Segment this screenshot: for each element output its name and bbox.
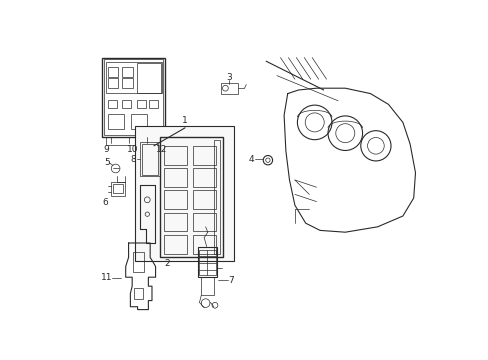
Bar [131,114,147,129]
Bar [106,62,162,93]
Bar [113,184,123,193]
Bar [200,277,214,295]
Bar [122,100,131,108]
Text: 3: 3 [226,73,232,82]
Bar [142,144,158,175]
Text: 9: 9 [103,145,108,154]
Bar [163,168,186,187]
Bar [163,235,186,254]
Text: 10: 10 [127,145,139,154]
Bar [193,190,216,209]
Bar [107,78,118,88]
Bar [221,83,238,94]
Bar [193,213,216,231]
Bar [107,114,123,129]
Bar [122,67,133,77]
Bar [136,100,145,108]
Text: 11: 11 [101,274,112,282]
Bar [140,142,160,176]
Text: 2: 2 [164,259,169,268]
Bar [107,67,118,77]
Bar [111,182,125,196]
Bar [163,146,186,165]
Text: 5: 5 [104,158,110,167]
Bar [149,100,158,108]
Bar [197,247,217,277]
Text: 12: 12 [156,145,167,154]
Text: 1: 1 [182,116,187,125]
Bar [102,58,165,137]
Bar [160,137,223,257]
Bar [133,252,143,272]
Text: 4: 4 [248,155,254,163]
Bar [199,250,215,275]
Bar [163,190,186,209]
Bar [106,137,162,145]
Bar [104,59,163,135]
Bar [137,63,161,93]
Bar [213,140,220,254]
Bar [107,100,117,108]
Text: 8: 8 [130,155,136,163]
Bar [193,235,216,254]
Bar [122,78,133,88]
Bar [193,168,216,187]
Bar [134,126,233,261]
Bar [193,146,216,165]
Bar [163,213,186,231]
Bar [134,288,142,299]
Text: 6: 6 [102,198,107,207]
Text: 7: 7 [228,276,234,284]
